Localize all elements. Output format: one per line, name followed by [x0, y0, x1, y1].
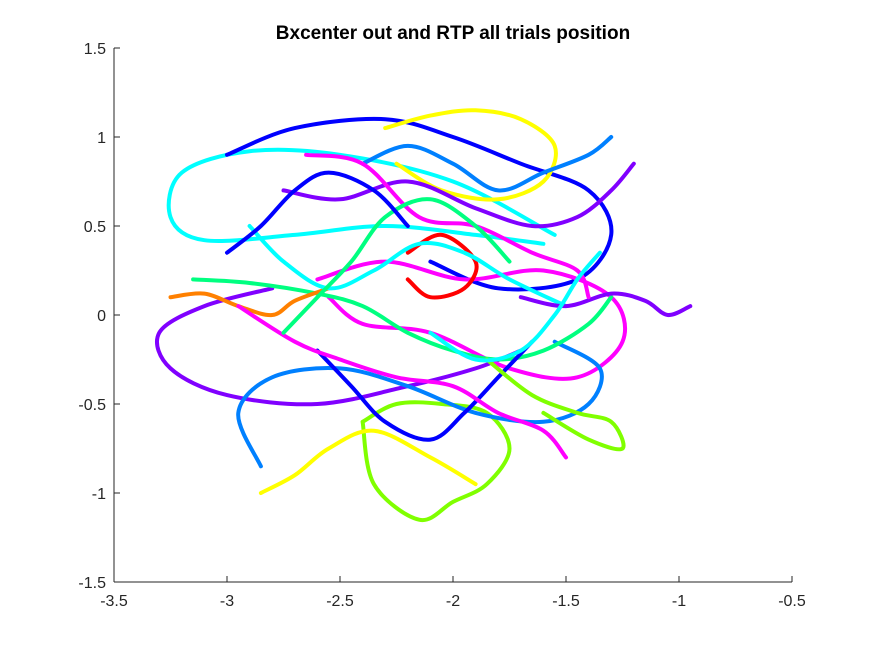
- y-tick-label: 1.5: [84, 41, 106, 58]
- trial-path-2: [155, 286, 523, 407]
- trial-path-18: [258, 428, 478, 495]
- trial-path-7: [383, 108, 558, 202]
- trial-path-21: [225, 170, 410, 255]
- y-tick-label: 0: [97, 308, 106, 325]
- y-tick-label: -1: [92, 486, 106, 503]
- y-tick-label: 0.5: [84, 219, 106, 236]
- trial-path-22: [428, 250, 602, 363]
- y-tick-label: -0.5: [78, 397, 106, 414]
- x-tick-label: -1: [672, 593, 686, 610]
- chart-title: Bxcenter out and RTP all trials position: [276, 23, 630, 44]
- trial-path-10: [405, 232, 479, 300]
- trial-path-16: [360, 135, 614, 193]
- plot-lines: [155, 108, 693, 523]
- y-tick-label: 1: [97, 130, 106, 147]
- x-tick-label: -3.5: [100, 593, 128, 610]
- x-tick-label: -3: [220, 593, 234, 610]
- trial-path-6: [236, 339, 604, 469]
- trial-path-20: [281, 197, 512, 335]
- x-tick-label: -2.5: [326, 593, 354, 610]
- x-tick-label: -2: [446, 593, 460, 610]
- x-tick-label: -0.5: [778, 593, 806, 610]
- trial-path-4: [315, 259, 627, 381]
- trial-path-14: [236, 304, 568, 460]
- y-tick-label: -1.5: [78, 575, 106, 592]
- trial-path-5: [360, 400, 512, 523]
- tick-labels: -3.5 -3 -2.5 -2 -1.5 -1 -0.5 -1.5 -1 -0.5 0 0.5 1 1.5: [78, 41, 805, 610]
- trial-path-9: [168, 286, 331, 318]
- trial-path-12: [315, 339, 535, 442]
- axes: [113, 47, 793, 583]
- trial-path-15: [484, 357, 626, 452]
- x-tick-label: -1.5: [552, 593, 580, 610]
- trial-path-11: [281, 161, 636, 229]
- trial-path-8: [191, 277, 614, 362]
- trial-path-13: [247, 224, 568, 309]
